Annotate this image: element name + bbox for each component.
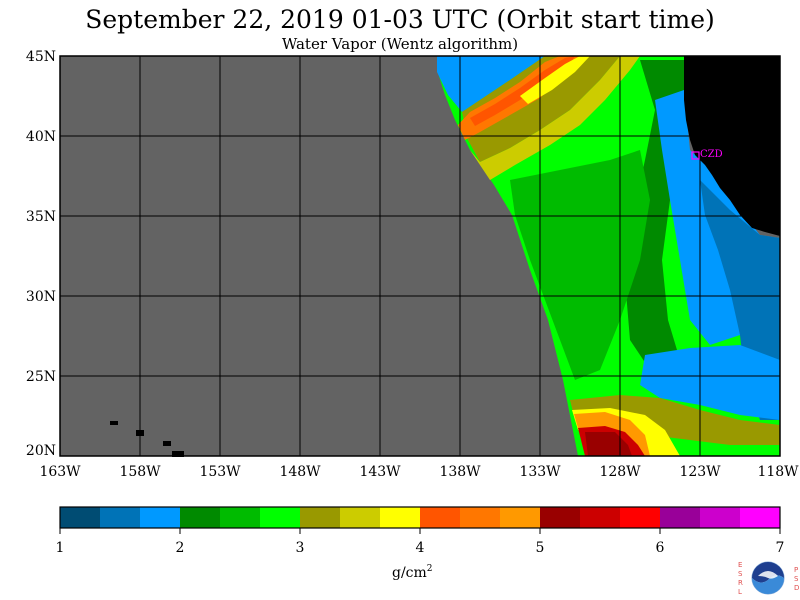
colorbar-tick-label: 5 <box>536 540 545 556</box>
logo-letter: S <box>794 575 799 583</box>
logo-letter: P <box>794 566 798 574</box>
swath-yellow-band <box>470 56 640 180</box>
colorbar-tick-label: 4 <box>416 540 425 556</box>
map-title: September 22, 2019 01-03 UTC (Orbit star… <box>85 5 715 34</box>
lat-label: 40N <box>26 129 56 145</box>
colorbar-tick-label: 6 <box>656 540 665 556</box>
colorbar-labels: 1 2 3 4 5 6 7 <box>56 540 785 556</box>
colorbar-swatch <box>660 507 701 528</box>
logo-letter: S <box>738 570 743 578</box>
longitude-labels: 163W 158W 153W 148W 143W 138W 133W 128W … <box>39 464 799 480</box>
units-exponent: 2 <box>426 564 433 574</box>
colorbar-swatch <box>700 507 741 528</box>
colorbar-swatch <box>460 507 501 528</box>
lon-label: 118W <box>757 464 799 480</box>
lat-label: 30N <box>26 289 56 305</box>
lon-label: 133W <box>519 464 561 480</box>
colorbar-swatch <box>340 507 381 528</box>
lon-label: 128W <box>599 464 641 480</box>
colorbar-units: g/cm2 <box>392 564 433 581</box>
colorbar-ticks <box>59 528 781 534</box>
colorbar-swatch <box>180 507 221 528</box>
map-subtitle: Water Vapor (Wentz algorithm) <box>281 35 519 53</box>
colorbar-tick-label: 2 <box>176 540 185 556</box>
lat-label: 20N <box>26 443 56 459</box>
colorbar-swatch <box>500 507 541 528</box>
logo-letter: L <box>738 588 742 596</box>
units-base: g/cm <box>392 565 427 581</box>
colorbar-tick-label: 1 <box>56 540 65 556</box>
station-square-icon <box>691 151 700 160</box>
noaa-logo: E S R L P S D <box>738 561 799 596</box>
colorbar-swatch <box>220 507 261 528</box>
station-label: CZD <box>700 149 723 160</box>
lat-label: 25N <box>26 369 56 385</box>
swath-south-olive <box>570 395 780 445</box>
lon-label: 138W <box>439 464 481 480</box>
colorbar-swatch <box>60 507 101 528</box>
colorbar-swatch <box>380 507 421 528</box>
logo-letter: R <box>738 579 743 587</box>
swath-yellow-streak <box>520 56 590 104</box>
swath-red-band <box>470 56 575 126</box>
station-marker: CZD <box>691 149 723 160</box>
colorbar-swatch <box>580 507 621 528</box>
lon-label: 163W <box>39 464 81 480</box>
logo-letter: E <box>738 561 742 569</box>
latitude-labels: 45N 40N 35N 30N 25N 20N <box>26 49 56 459</box>
colorbar-swatch <box>420 507 461 528</box>
lon-label: 153W <box>199 464 241 480</box>
colorbar-tick-label: 3 <box>296 540 305 556</box>
lon-label: 148W <box>279 464 321 480</box>
lon-label: 143W <box>359 464 401 480</box>
lon-label: 123W <box>679 464 721 480</box>
lat-label: 45N <box>26 49 56 65</box>
colorbar-swatch <box>100 507 141 528</box>
logo-letter: D <box>794 584 799 592</box>
lat-label: 35N <box>26 209 56 225</box>
north-america-land <box>684 56 780 236</box>
colorbar-swatch <box>620 507 661 528</box>
colorbar <box>60 507 781 528</box>
colorbar-swatch <box>140 507 181 528</box>
map-frame <box>59 55 781 457</box>
colorbar-swatch <box>540 507 581 528</box>
lat-lon-grid <box>60 56 780 456</box>
lon-label: 158W <box>119 464 161 480</box>
colorbar-swatch <box>740 507 781 528</box>
swath-southern-blue <box>640 345 780 420</box>
colorbar-swatch <box>300 507 341 528</box>
swath-north-blue <box>437 56 545 112</box>
colorbar-tick-label: 7 <box>776 540 785 556</box>
swath-mid-green <box>510 150 650 380</box>
colorbar-swatch <box>260 507 301 528</box>
satellite-swath <box>437 56 780 456</box>
